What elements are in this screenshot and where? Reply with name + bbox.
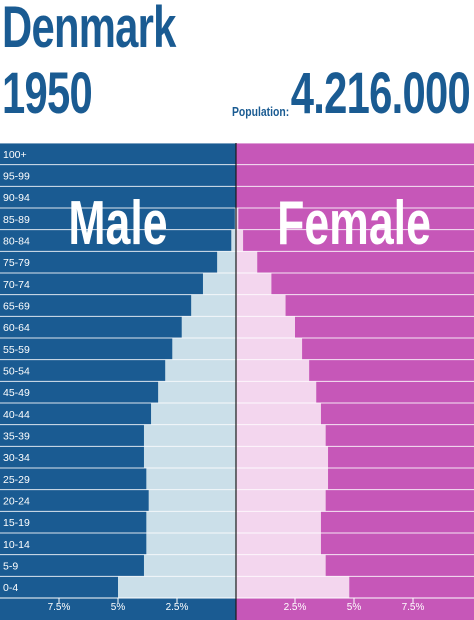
bar-female-0-4: [236, 576, 350, 598]
age-label-0-4: 0-4: [3, 582, 18, 594]
bar-male-15-19: [146, 511, 236, 533]
age-label-20-24: 20-24: [3, 496, 30, 508]
bar-female-70-74: [236, 273, 272, 295]
age-label-90-94: 90-94: [3, 192, 30, 204]
age-label-75-79: 75-79: [3, 257, 30, 269]
age-label-60-64: 60-64: [3, 322, 30, 334]
legend-female-label: Female: [277, 189, 431, 258]
x-tick-label-right: 7.5%: [402, 602, 425, 613]
age-label-100+: 100+: [3, 149, 27, 161]
x-tick-label-right: 5%: [347, 602, 362, 613]
age-label-30-34: 30-34: [3, 452, 30, 464]
age-label-95-99: 95-99: [3, 171, 30, 183]
bar-female-45-49: [236, 381, 317, 403]
bar-male-25-29: [146, 468, 236, 490]
bar-male-20-24: [148, 489, 236, 512]
bar-female-30-34: [236, 446, 329, 468]
age-label-5-9: 5-9: [3, 561, 18, 573]
age-label-80-84: 80-84: [3, 236, 30, 248]
bar-male-5-9: [143, 554, 236, 577]
age-label-35-39: 35-39: [3, 431, 30, 443]
age-label-70-74: 70-74: [3, 279, 30, 291]
age-label-85-89: 85-89: [3, 214, 30, 226]
bar-female-5-9: [236, 554, 326, 577]
bar-female-25-29: [236, 468, 329, 490]
bar-female-65-69: [236, 294, 286, 317]
bar-female-60-64: [236, 316, 295, 338]
bar-female-55-59: [236, 338, 303, 360]
age-label-65-69: 65-69: [3, 301, 30, 313]
bar-male-40-44: [151, 403, 236, 425]
bar-female-40-44: [236, 403, 321, 425]
bar-female-20-24: [236, 489, 326, 512]
x-tick-label-left: 7.5%: [48, 602, 71, 613]
age-label-40-44: 40-44: [3, 409, 30, 421]
bar-female-10-14: [236, 533, 321, 555]
bar-female-85-89: [236, 208, 239, 230]
bar-male-45-49: [158, 381, 236, 403]
bar-male-0-4: [118, 576, 236, 598]
bar-female-80-84: [236, 229, 244, 252]
year-title: 1950: [2, 61, 93, 126]
bar-male-80-84: [231, 229, 236, 252]
bar-male-65-69: [191, 294, 236, 317]
age-label-55-59: 55-59: [3, 344, 30, 356]
bar-female-75-79: [236, 251, 258, 273]
legend-male-label: Male: [68, 189, 167, 258]
bar-male-35-39: [143, 424, 236, 447]
x-tick-label-right: 2.5%: [284, 602, 307, 613]
age-label-25-29: 25-29: [3, 474, 30, 486]
bar-male-70-74: [202, 273, 236, 295]
age-label-45-49: 45-49: [3, 387, 30, 399]
age-label-10-14: 10-14: [3, 539, 30, 551]
x-tick-label-left: 2.5%: [166, 602, 189, 613]
bar-female-35-39: [236, 424, 326, 447]
bar-female-15-19: [236, 511, 321, 533]
age-label-50-54: 50-54: [3, 366, 30, 378]
bar-male-30-34: [143, 446, 236, 468]
bar-male-75-79: [217, 251, 236, 273]
bar-female-50-54: [236, 359, 310, 382]
bar-male-55-59: [172, 338, 236, 360]
population-value: 4.216.000: [290, 61, 471, 126]
bar-male-10-14: [146, 533, 236, 555]
x-tick-label-left: 5%: [111, 602, 126, 613]
country-title: Denmark: [2, 0, 176, 60]
bar-male-50-54: [165, 359, 236, 382]
population-label: Population:: [232, 104, 290, 119]
bar-male-60-64: [181, 316, 236, 338]
age-label-15-19: 15-19: [3, 517, 30, 529]
